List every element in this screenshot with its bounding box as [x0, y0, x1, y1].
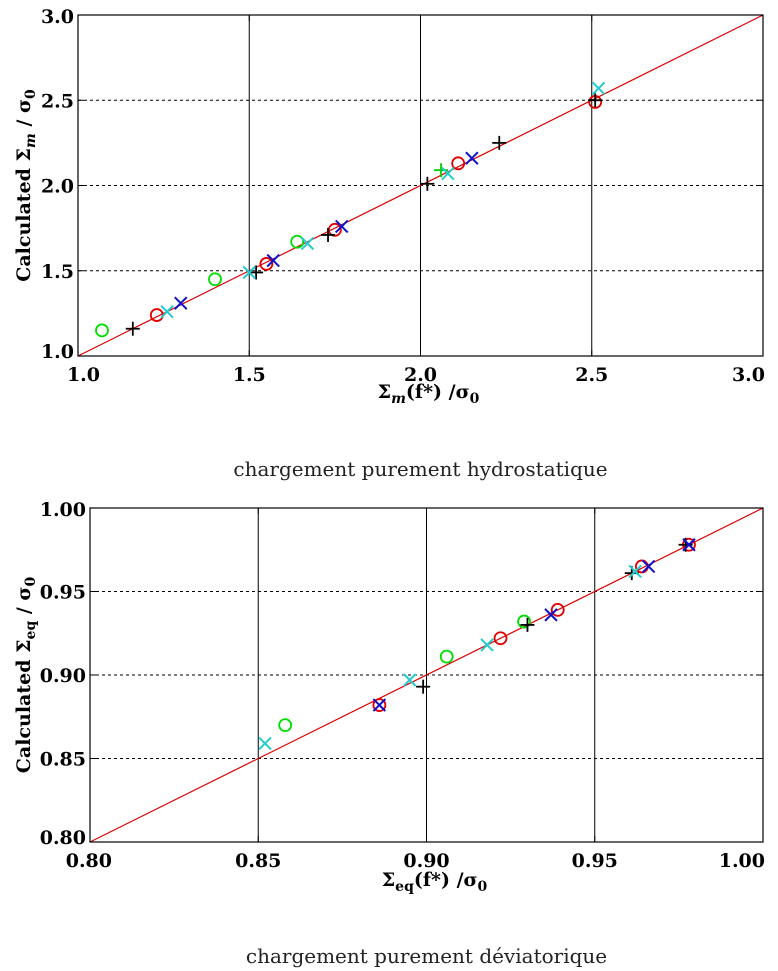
point-cross [544, 608, 558, 622]
point-circle [439, 649, 454, 664]
point-circle [259, 257, 274, 271]
y-axis-label: Calculated Σm / σ0 [13, 89, 39, 282]
x-tick-label: 0.80 [66, 850, 112, 872]
y-tick-label: 1.0 [41, 341, 74, 363]
point-plus [420, 176, 435, 191]
chart-caption: chargement purement hydrostatique [233, 457, 607, 481]
y-tick-label: 3.0 [41, 6, 74, 28]
point-circle [208, 272, 222, 287]
point-plus [321, 227, 336, 242]
x-tick-labels: 0.80 0.85 0.90 0.95 1.00 [66, 508, 765, 872]
point-cross [300, 236, 315, 251]
reference-diagonal [77, 14, 764, 357]
point-cross [372, 698, 387, 712]
point-circle [493, 631, 508, 646]
x-tick-label: 2.5 [575, 364, 608, 386]
point-cross [266, 253, 280, 268]
x-tick-label: 0.95 [572, 850, 618, 872]
point-plus [125, 321, 140, 336]
point-cross [258, 736, 272, 751]
y-tick-label: 0.85 [40, 749, 86, 771]
chart-caption: chargement purement déviatorique [246, 944, 607, 968]
point-circle [290, 234, 305, 249]
point-cross [591, 81, 606, 96]
point-cross [335, 219, 349, 234]
y-axis-label: Calculated Σeq / σ0 [13, 577, 39, 774]
point-circle [95, 323, 109, 338]
point-cross [465, 151, 479, 165]
point-cross [402, 673, 417, 687]
point-plus [588, 93, 603, 108]
point-cross [628, 564, 642, 579]
data-points [258, 537, 696, 751]
point-cross [174, 296, 188, 310]
point-circle [517, 614, 531, 629]
y-tick-label: 2.0 [41, 176, 74, 198]
x-tick-label: 2.0 [404, 364, 437, 386]
point-plus [416, 679, 431, 694]
x-tick-label: 1.5 [233, 364, 266, 386]
point-cross [641, 559, 656, 574]
y-tick-labels: 1.0 1.5 2.0 2.5 3.0 [41, 6, 763, 363]
point-cross [682, 538, 696, 552]
point-plus [492, 135, 507, 150]
y-tick-label: 0.80 [40, 827, 86, 849]
x-tick-label: 0.85 [235, 850, 281, 872]
y-tick-label: 1.00 [40, 499, 86, 521]
y-tick-label: 2.5 [41, 90, 74, 112]
point-plus [249, 265, 264, 280]
y-tick-label: 0.90 [40, 665, 86, 687]
point-cross [242, 265, 256, 280]
point-circle [278, 718, 293, 732]
x-axis-label: Σeq(f*) /σ0 [382, 869, 488, 895]
x-tick-label: 3.0 [732, 364, 765, 386]
chart-deviatoric: 0.80 0.85 0.90 0.95 1.00 0.80 0.85 0.90 0.95 1.0… [13, 499, 765, 968]
y-tick-label: 0.95 [40, 582, 86, 604]
point-circle [550, 602, 565, 617]
x-tick-label: 0.90 [403, 850, 449, 872]
x-axis-label: Σm(f*) /σ0 [378, 381, 480, 407]
point-cross [160, 304, 174, 319]
chart-hydrostatic: 1.0 1.5 2.0 2.5 3.0 1.0 1.5 2.0 2.5 3.0 Calculat… [13, 6, 765, 481]
point-circle [451, 156, 466, 171]
x-tick-label: 1.0 [67, 364, 100, 386]
point-cross [480, 638, 494, 652]
point-circle [372, 698, 387, 712]
y-tick-labels: 0.80 0.85 0.90 0.95 1.00 [40, 499, 763, 849]
x-tick-labels: 1.0 1.5 2.0 2.5 3.0 [67, 15, 765, 386]
y-tick-label: 1.5 [41, 261, 74, 283]
x-tick-label: 1.00 [719, 850, 765, 872]
point-cross [441, 166, 455, 181]
point-plus [520, 617, 535, 632]
data-points [95, 81, 606, 338]
